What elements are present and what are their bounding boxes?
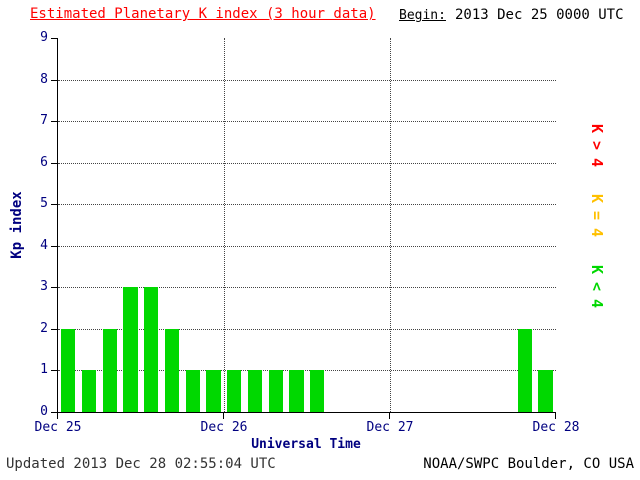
x-tick-label: Dec 26 [200, 420, 248, 435]
y-axis-tick [51, 162, 57, 164]
kp-bar [61, 328, 76, 412]
x-tick-label: Dec 28 [532, 420, 580, 435]
x-axis-tick [57, 413, 58, 419]
kp-bar [123, 287, 138, 412]
y-tick-label: 7 [40, 113, 48, 129]
y-tick-label: 1 [40, 362, 48, 378]
begin-info: Begin: 2013 Dec 25 0000 UTC [399, 7, 624, 23]
y-tick-label: 8 [40, 71, 48, 87]
y-tick-label: 0 [40, 404, 48, 419]
legend-label-k-below-4: K<4 [588, 265, 606, 317]
kp-bar [310, 370, 325, 412]
kp-bar [227, 370, 242, 412]
y-axis-tick [51, 38, 57, 39]
source-attribution: NOAA/SWPC Boulder, CO USA [423, 456, 634, 472]
y-tick-label: 6 [40, 154, 48, 170]
y-axis-tick [51, 245, 57, 247]
y-tick-label: 9 [40, 30, 48, 45]
y-axis-tick [51, 121, 57, 123]
vertical-gridline [390, 38, 391, 412]
vertical-gridline [224, 38, 225, 412]
kp-bar [164, 328, 179, 412]
legend-label-k-equal-4: K=4 [588, 194, 606, 246]
kp-bar [268, 370, 283, 412]
kp-bar [517, 328, 532, 412]
legend-label-k-above-4: K>4 [588, 124, 606, 176]
kp-bar [185, 370, 200, 412]
horizontal-gridline [58, 79, 556, 81]
y-axis-tick [51, 370, 57, 372]
chart-title: Estimated Planetary K index (3 hour data… [30, 6, 376, 22]
kp-bar [144, 287, 159, 412]
kp-bar [538, 370, 553, 412]
horizontal-gridline [58, 245, 556, 247]
horizontal-gridline [58, 162, 556, 164]
y-tick-label: 3 [40, 279, 48, 295]
kp-bar [247, 370, 262, 412]
horizontal-gridline [58, 204, 556, 206]
kp-bar [289, 370, 304, 412]
y-tick-label: 4 [40, 237, 48, 253]
y-axis-tick [51, 412, 57, 413]
begin-value: 2013 Dec 25 0000 UTC [454, 7, 624, 23]
y-tick-label: 5 [40, 196, 48, 212]
updated-timestamp: Updated 2013 Dec 28 02:55:04 UTC [6, 456, 276, 472]
x-axis-tick [223, 413, 224, 419]
x-tick-label: Dec 27 [366, 420, 414, 435]
y-axis-tick [51, 328, 57, 330]
horizontal-gridline [58, 287, 556, 289]
x-axis-tick [389, 413, 390, 419]
y-axis-tick [51, 79, 57, 81]
x-axis-title: Universal Time [251, 437, 361, 452]
kp-bar [102, 328, 117, 412]
kp-bar [206, 370, 221, 412]
x-axis-tick [555, 413, 556, 419]
horizontal-gridline [58, 328, 556, 330]
horizontal-gridline [58, 121, 556, 123]
y-tick-label: 2 [40, 320, 48, 336]
horizontal-gridline [58, 370, 556, 372]
y-axis-tick [51, 287, 57, 289]
y-axis-tick [51, 204, 57, 206]
begin-label: Begin: [399, 8, 446, 23]
plot-area: 0 1 2 3 4 5 6 7 8 9 Dec 25 Dec 26 Dec 27 Dec 28 [35, 31, 580, 436]
kp-bar [81, 370, 96, 412]
x-tick-label: Dec 25 [34, 420, 82, 435]
